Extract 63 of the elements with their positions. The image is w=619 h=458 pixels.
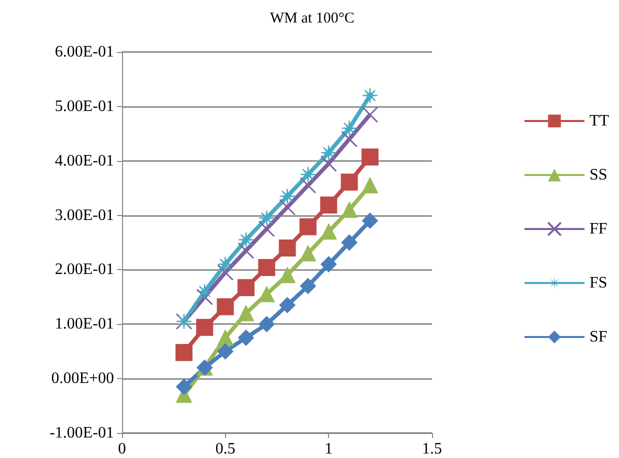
point (300, 218, 316, 236)
point (362, 88, 378, 104)
point (279, 198, 296, 216)
x-tick-label: 0.5 (215, 440, 236, 458)
y-tick-label: 6.00E-01 (54, 44, 114, 60)
point (362, 177, 378, 194)
point (340, 174, 358, 191)
legend-label: TT (589, 112, 610, 130)
point (278, 239, 296, 256)
point (238, 330, 254, 346)
point (341, 130, 358, 148)
y-tick-label: 4.00E-01 (54, 152, 114, 170)
legend-label: SS (589, 166, 608, 184)
point (300, 177, 316, 194)
point (238, 242, 254, 259)
legend-label: FS (589, 274, 608, 292)
point (217, 256, 234, 272)
point (176, 378, 192, 395)
point (341, 202, 358, 218)
point (176, 344, 192, 361)
point (196, 283, 213, 300)
point (238, 232, 254, 248)
point (196, 288, 213, 306)
point (279, 297, 296, 314)
y-tick-label: -1.00E-01 (50, 424, 114, 442)
point (196, 318, 214, 336)
chart-title: WM at 100°C (270, 10, 354, 26)
point (238, 279, 254, 296)
y-tick-label: 3.00E-01 (54, 206, 114, 224)
point (320, 256, 337, 272)
point (279, 267, 296, 284)
point (341, 234, 358, 250)
point (300, 245, 316, 262)
point (217, 343, 234, 360)
point (320, 155, 337, 172)
point (258, 259, 276, 276)
point (320, 224, 337, 240)
point (217, 264, 234, 281)
point (362, 148, 378, 166)
point (341, 120, 358, 136)
legend-label: SF (589, 328, 608, 346)
point (216, 298, 234, 316)
point (238, 305, 254, 322)
point (362, 106, 378, 123)
x-tick-label: 1 (324, 440, 333, 458)
point (258, 316, 275, 332)
point (320, 144, 337, 161)
point (258, 210, 275, 226)
point (362, 212, 378, 229)
point (258, 220, 275, 238)
point (217, 330, 234, 346)
legend-label: FF (589, 220, 608, 238)
point (320, 196, 338, 214)
point (258, 286, 275, 302)
y-tick-label: 1.00E-01 (54, 316, 114, 333)
point (300, 278, 316, 294)
point (300, 166, 316, 182)
y-tick-label: 5.00E-01 (54, 98, 114, 115)
point (279, 188, 296, 204)
x-tick-label: 1.5 (422, 440, 442, 458)
y-tick-label: 2.00E-01 (54, 261, 114, 278)
x-tick-label: 0 (118, 440, 126, 458)
y-tick-label: 0.00E+00 (51, 370, 114, 388)
